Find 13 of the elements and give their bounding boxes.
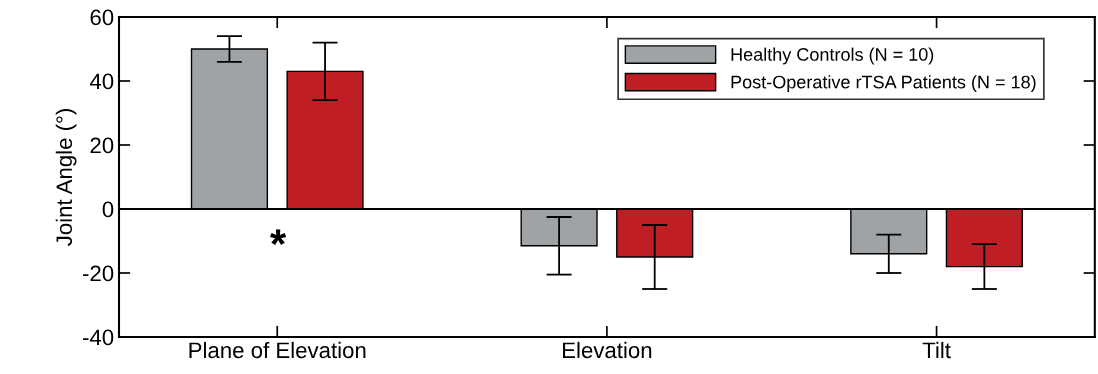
y-axis-title: Joint Angle (°) [55,109,77,246]
y-tick-label: 20 [90,137,114,154]
legend-label: Post-Operative rTSA Patients (N = 18) [731,75,1036,93]
legend-label: Healthy Controls (N = 10) [731,47,934,65]
y-tick-label: -20 [83,265,114,282]
y-tick-label: -40 [83,329,114,346]
annotation: * [270,229,287,246]
x-tick-label: Elevation [563,341,652,359]
y-tick-label: 0 [102,201,114,218]
x-tick-label: Tilt [922,341,951,359]
y-tick-label: 60 [90,9,114,26]
y-tick-label: 40 [89,73,114,90]
x-tick-label: Plane of Elevation [189,341,366,359]
